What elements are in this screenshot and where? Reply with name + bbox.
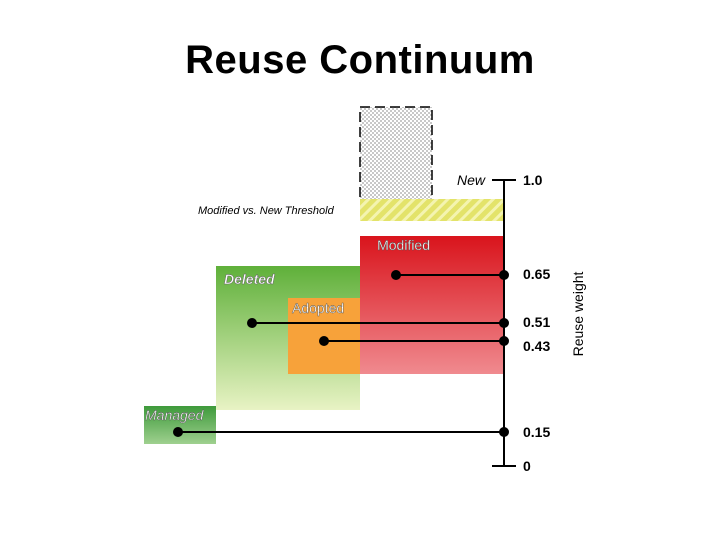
label-adopted: Adopted: [292, 300, 344, 316]
modified-block: [360, 236, 504, 374]
dot-015: [499, 427, 509, 437]
tick-label-0: 0: [523, 458, 531, 474]
tick-label-0-51: 0.51: [523, 314, 550, 330]
threshold-band: [360, 199, 504, 221]
tick-label-1-0: 1.0: [523, 172, 543, 188]
page-title: Reuse Continuum: [185, 38, 535, 82]
dot-043: [499, 336, 509, 346]
label-new: New: [457, 172, 486, 188]
managed-block: [144, 406, 216, 444]
dot-065: [499, 270, 509, 280]
dot-051: [499, 318, 509, 328]
tick-label-0-15: 0.15: [523, 424, 550, 440]
label-managed: Managed: [145, 407, 205, 423]
label-threshold: Modified vs. New Threshold: [198, 205, 335, 217]
dot-adopted-left: [247, 318, 257, 328]
axis-title: Reuse weight: [570, 271, 586, 356]
label-deleted: Deleted: [224, 271, 275, 287]
dot-deleted-left: [391, 270, 401, 280]
dot-managed-bottom-left: [173, 427, 183, 437]
label-modified: Modified: [377, 237, 430, 253]
new-box: [359, 106, 433, 201]
tick-label-0-43: 0.43: [523, 338, 550, 354]
tick-label-0-65: 0.65: [523, 266, 550, 282]
dot-managed-left: [319, 336, 329, 346]
